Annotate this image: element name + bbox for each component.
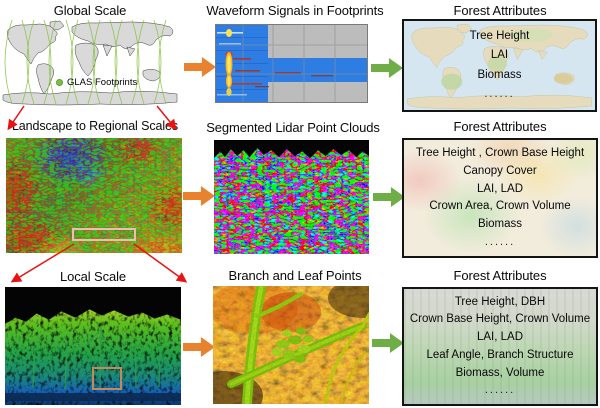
zoom-region-rect: [72, 228, 136, 241]
attribute-item: Biomass: [477, 68, 522, 81]
attribute-item: Tree Height, DBH: [454, 295, 546, 308]
branch-leaf-title: Branch and Leaf Points: [228, 268, 362, 283]
forest-attributes-title-local: Forest Attributes: [453, 268, 547, 283]
branch-leaf-points-image: [213, 286, 369, 404]
global-scale-title: Global Scale: [53, 3, 127, 18]
world-map-graphic: [0, 18, 180, 106]
attribute-ellipsis: ......: [484, 236, 516, 249]
waveform-signals-image: [215, 24, 368, 103]
flow-arrow-right-icon: [184, 57, 216, 77]
world-map-image: GLAS Footprints: [0, 18, 180, 106]
canopy-height-map-image: [6, 138, 182, 253]
attribute-item: LAI, LAD: [476, 182, 524, 195]
attribute-item: LAI: [490, 49, 509, 62]
attribute-item: Tree Height , Crown Base Height: [415, 146, 585, 159]
attribute-item: Biomass: [477, 218, 523, 231]
glas-footprints-label: GLAS Footprints: [67, 77, 138, 88]
attribute-item: Tree Height: [469, 29, 530, 42]
forest-attributes-title-global: Forest Attributes: [453, 3, 547, 18]
glas-footprints-legend: GLAS Footprints: [56, 77, 137, 88]
flow-arrow-right-icon: [372, 333, 404, 353]
attribute-item: Canopy Cover: [463, 164, 537, 177]
flow-arrow-right-icon: [183, 186, 215, 206]
branch-leaf-graphic: [213, 286, 369, 404]
attribute-item: Crown Base Height, Crown Volume: [409, 313, 591, 326]
attribute-item: LAI, LAD: [476, 331, 524, 344]
chm-speckle-texture: [6, 138, 182, 253]
landscape-scale-title: Landscape to Regional Scales: [11, 119, 179, 133]
flow-arrow-right-icon: [371, 58, 403, 78]
forest-attributes-box-landscape: Tree Height , Crown Base Height Canopy C…: [402, 138, 598, 258]
attribute-item: Crown Area, Crown Volume: [429, 200, 571, 213]
segmented-point-cloud-image: [214, 140, 369, 254]
attribute-ellipsis: ......: [484, 384, 516, 397]
segmented-clouds-title: Segmented Lidar Point Clouds: [206, 120, 380, 135]
attribute-item: Biomass, Volume: [455, 366, 545, 379]
glas-footprint-dot-icon: [56, 79, 63, 86]
forest-attributes-box-global: Tree Height LAI Biomass ......: [402, 19, 597, 112]
local-point-cloud-image: [5, 287, 181, 405]
forest-attributes-title-landscape: Forest Attributes: [453, 119, 547, 134]
waveform-graphic: [215, 24, 368, 103]
waveform-title: Waveform Signals in Footprints: [206, 3, 384, 18]
attribute-ellipsis: ......: [484, 88, 515, 101]
attribute-item: Leaf Angle, Branch Structure: [426, 348, 574, 361]
local-scale-title: Local Scale: [59, 269, 127, 284]
faded-world-map-background: [404, 21, 595, 110]
segmented-noise-texture: [214, 140, 369, 254]
zoom-region-rect: [92, 367, 122, 390]
flow-arrow-right-icon: [183, 337, 215, 357]
flow-arrow-right-icon: [373, 187, 405, 207]
forest-attributes-box-local: Tree Height, DBH Crown Base Height, Crow…: [402, 287, 598, 406]
